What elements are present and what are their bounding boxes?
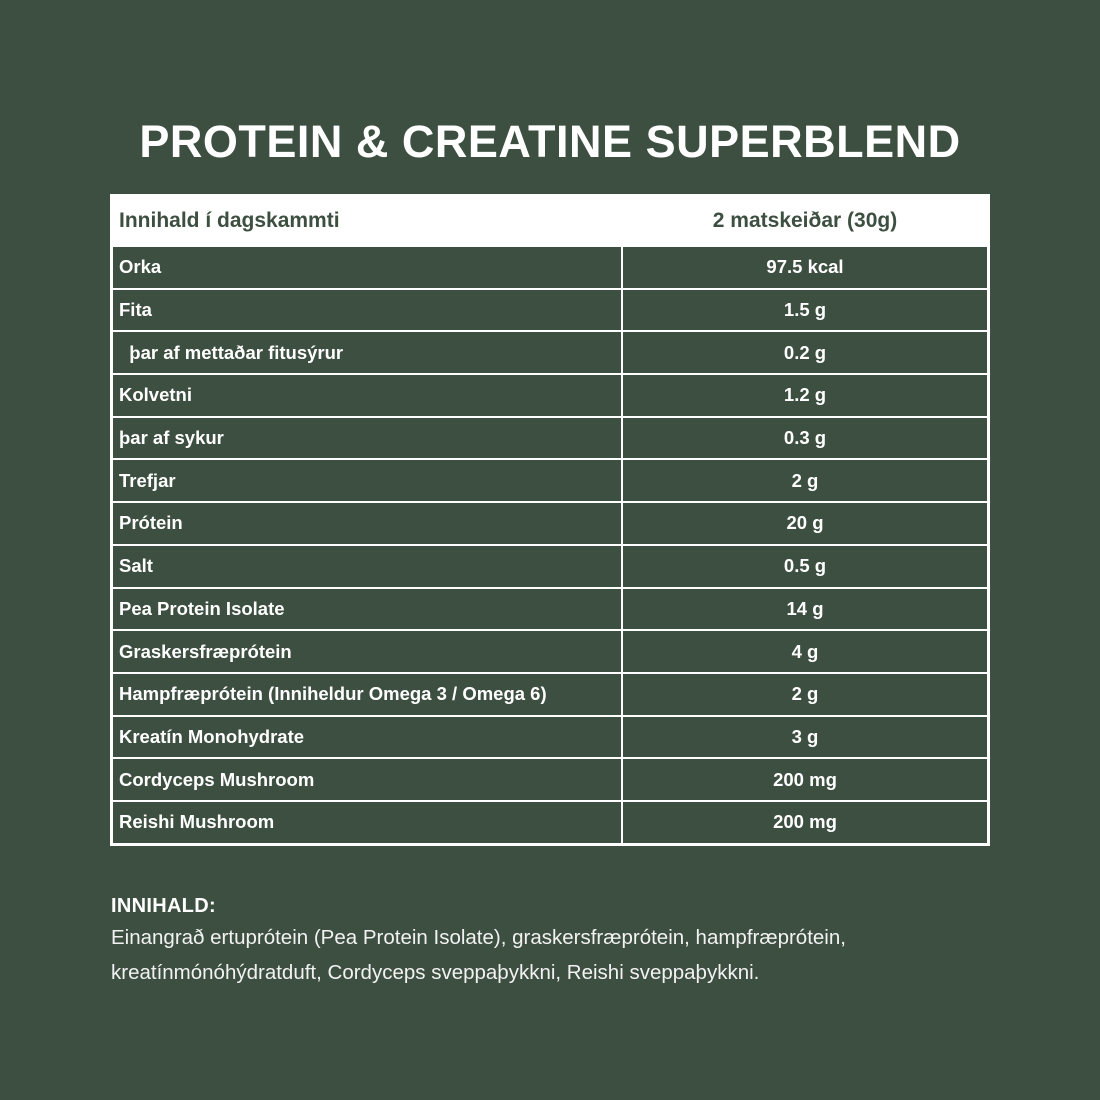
row-value: 2 g bbox=[623, 460, 987, 502]
row-label: þar af sykur bbox=[113, 417, 621, 459]
table-row-fita: Fita 1.5 g bbox=[113, 289, 987, 331]
table-row-orka: Orka 97.5 kcal bbox=[113, 247, 987, 288]
row-value: 2 g bbox=[623, 673, 987, 715]
header-nutrient: Innihald í dagskammti bbox=[113, 197, 621, 245]
row-value: 4 g bbox=[623, 631, 987, 672]
row-value: 20 g bbox=[623, 503, 987, 544]
table-row-protein: Prótein 20 g bbox=[113, 503, 987, 544]
row-label: Salt bbox=[113, 545, 621, 587]
row-label: Fita bbox=[113, 289, 621, 331]
row-value: 1.5 g bbox=[623, 289, 987, 331]
table-header-row: Innihald í dagskammti 2 matskeiðar (30g) bbox=[113, 197, 987, 245]
table-row-kolvetni: Kolvetni 1.2 g bbox=[113, 375, 987, 416]
row-value: 200 mg bbox=[623, 759, 987, 800]
row-value: 14 g bbox=[623, 588, 987, 630]
row-label: þar af mettaðar fitusýrur bbox=[113, 332, 621, 374]
table-row-salt: Salt 0.5 g bbox=[113, 545, 987, 587]
ingredients-section: INNIHALD: Einangrað ertuprótein (Pea Pro… bbox=[111, 892, 991, 990]
row-label: Reishi Mushroom bbox=[113, 801, 621, 843]
ingredients-heading: INNIHALD: bbox=[111, 895, 216, 917]
row-value: 0.2 g bbox=[623, 332, 987, 374]
header-serving: 2 matskeiðar (30g) bbox=[623, 197, 987, 245]
nutrition-table: Innihald í dagskammti 2 matskeiðar (30g)… bbox=[111, 195, 989, 845]
row-value: 0.3 g bbox=[623, 417, 987, 459]
row-value: 3 g bbox=[623, 716, 987, 758]
table-row-mettadar-fitusyrur: þar af mettaðar fitusýrur 0.2 g bbox=[113, 332, 987, 374]
table-row-cordyceps: Cordyceps Mushroom 200 mg bbox=[113, 759, 987, 800]
row-value: 97.5 kcal bbox=[623, 247, 987, 288]
row-label: Graskersfræprótein bbox=[113, 631, 621, 672]
row-label: Orka bbox=[113, 247, 621, 288]
ingredients-line-2: kreatínmónóhýdratduft, Cordyceps sveppaþ… bbox=[111, 961, 760, 984]
row-label: Pea Protein Isolate bbox=[113, 588, 621, 630]
ingredients-line-1: Einangrað ertuprótein (Pea Protein Isola… bbox=[111, 926, 846, 949]
row-label: Kolvetni bbox=[113, 375, 621, 416]
table-row-graskersfraeprotein: Graskersfræprótein 4 g bbox=[113, 631, 987, 672]
table-row-reishi: Reishi Mushroom 200 mg bbox=[113, 801, 987, 843]
row-label: Trefjar bbox=[113, 460, 621, 502]
table-row-kreatin: Kreatín Monohydrate 3 g bbox=[113, 716, 987, 758]
nutrition-table-container: Innihald í dagskammti 2 matskeiðar (30g)… bbox=[110, 194, 990, 846]
row-value: 1.2 g bbox=[623, 375, 987, 416]
row-label: Prótein bbox=[113, 503, 621, 544]
table-row-pea-protein: Pea Protein Isolate 14 g bbox=[113, 588, 987, 630]
row-value: 200 mg bbox=[623, 801, 987, 843]
table-row-sykur: þar af sykur 0.3 g bbox=[113, 417, 987, 459]
table-row-hampfraeprotein: Hampfræprótein (Inniheldur Omega 3 / Ome… bbox=[113, 673, 987, 715]
row-value: 0.5 g bbox=[623, 545, 987, 587]
product-title: PROTEIN & CREATINE SUPERBLEND bbox=[139, 116, 961, 167]
row-label: Hampfræprótein (Inniheldur Omega 3 / Ome… bbox=[113, 673, 621, 715]
table-row-trefjar: Trefjar 2 g bbox=[113, 460, 987, 502]
row-label: Cordyceps Mushroom bbox=[113, 759, 621, 800]
row-label: Kreatín Monohydrate bbox=[113, 716, 621, 758]
